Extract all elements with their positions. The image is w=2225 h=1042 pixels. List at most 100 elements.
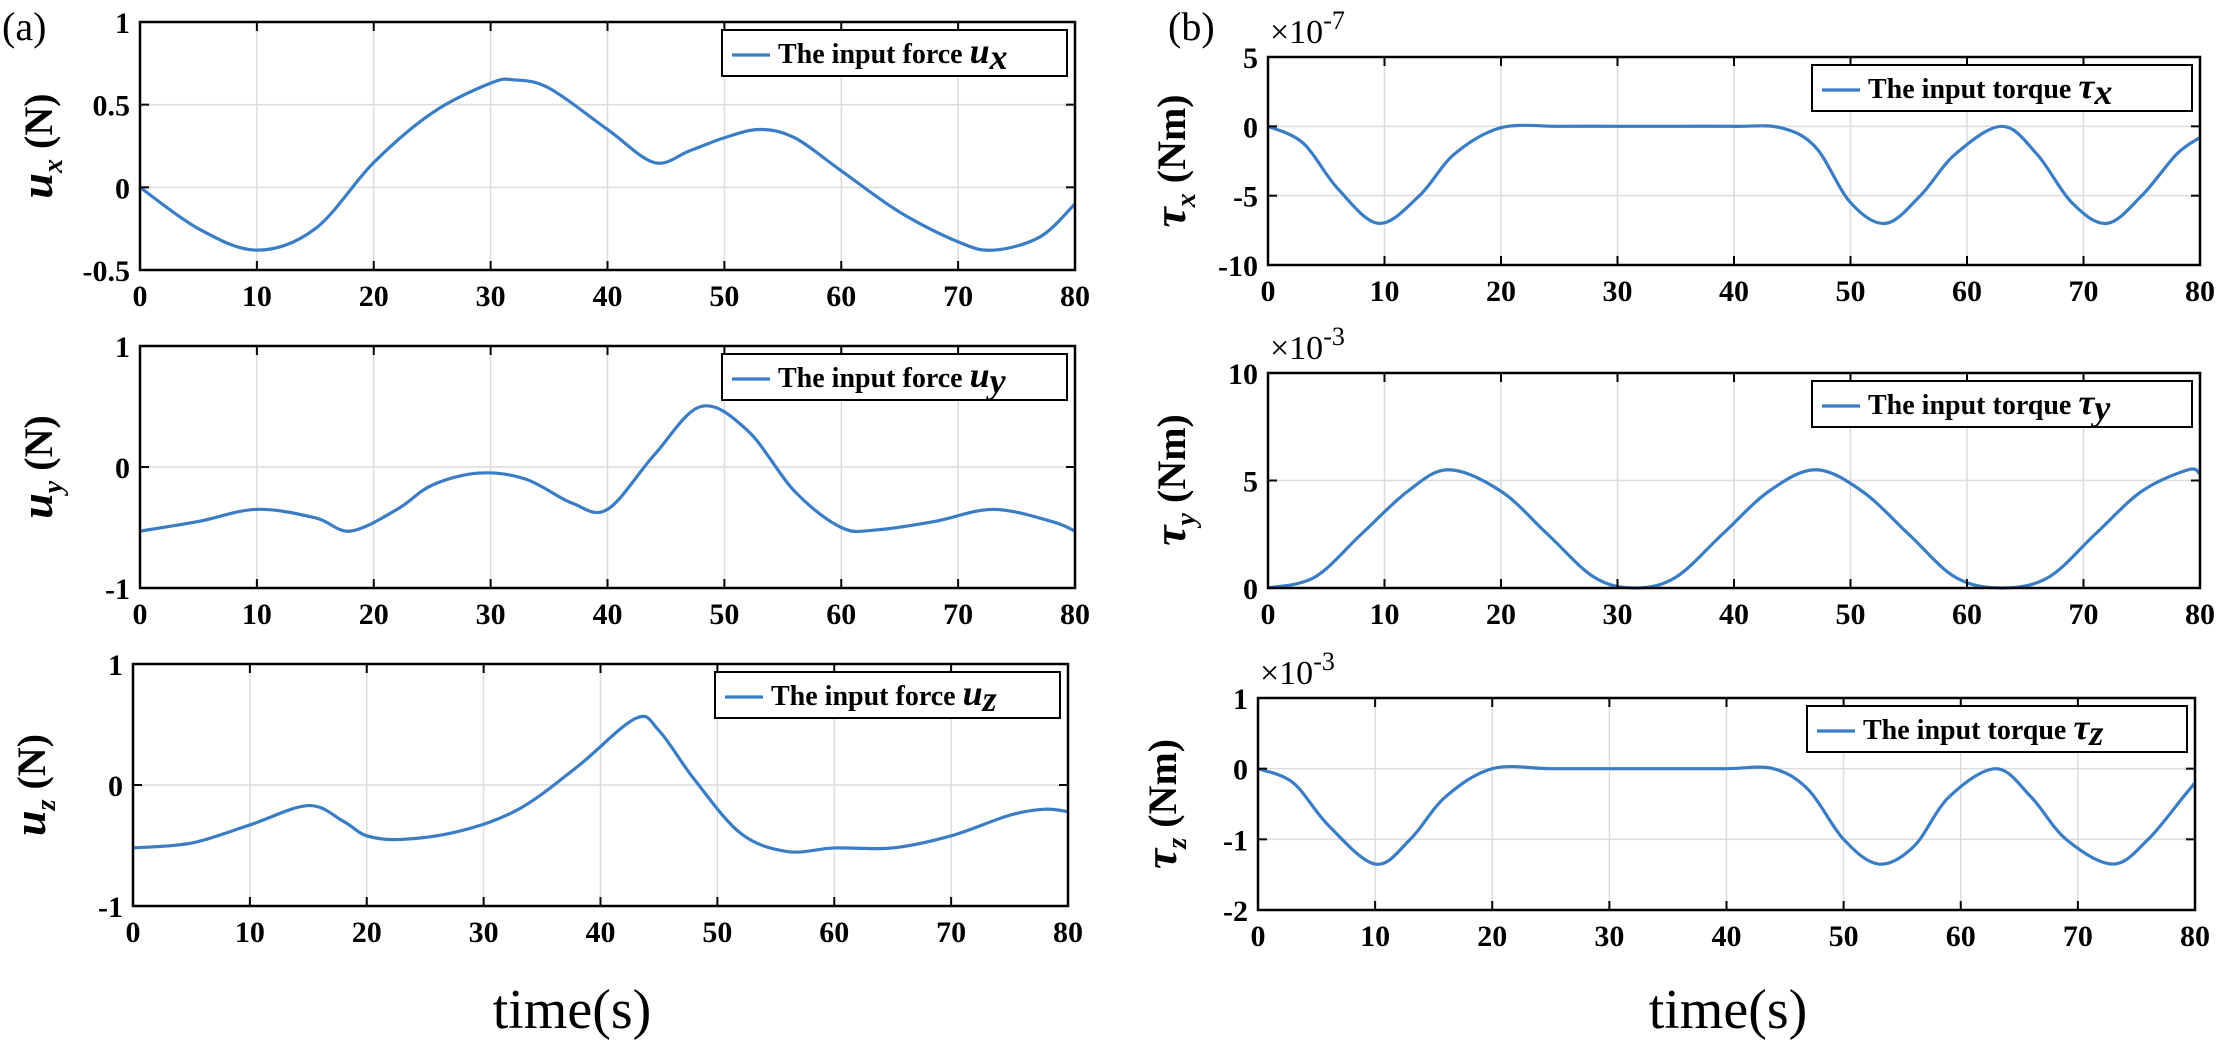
x-tick-label: 50 [709, 280, 739, 313]
x-tick-label: 20 [1477, 920, 1507, 953]
y-axis-label: uy (N) [11, 415, 69, 519]
x-tick-label: 20 [1486, 275, 1516, 308]
legend-symbol: τ [2078, 382, 2095, 422]
y-tick-label: 0.5 [93, 90, 131, 123]
x-tick-label: 30 [1603, 598, 1633, 631]
y-tick-label: 0 [1243, 111, 1258, 144]
y-tick-label: 5 [1243, 466, 1258, 499]
x-tick-label: 60 [1952, 598, 1982, 631]
x-tick-label: 30 [1594, 920, 1624, 953]
y-axis-symbol: u [4, 810, 55, 836]
x-tick-label: 40 [1719, 598, 1749, 631]
series-line-tx [1267, 123, 2201, 226]
y-axis-unit: (Nm) [1149, 94, 1194, 193]
y-axis-label: τx (Nm) [1144, 94, 1202, 227]
y-axis-label: τy (Nm) [1144, 414, 1202, 546]
x-tick-label: 30 [1603, 275, 1633, 308]
xlabel-b: time(s) [1649, 979, 1808, 1041]
legend-label: The input torque τy [1868, 382, 2111, 428]
legend: The input torque τy [1811, 380, 2193, 428]
x-tick-label: 30 [469, 916, 499, 949]
y-axis-subscript: y [38, 480, 69, 496]
exponent-power: -3 [1323, 322, 1345, 351]
x-tick-label: 20 [352, 916, 382, 949]
y-axis-subscript: x [1171, 193, 1202, 208]
y-axis-subscript: z [1162, 838, 1193, 850]
legend-symbol: u [963, 673, 983, 713]
legend-label: The input torque τx [1868, 66, 2112, 112]
x-tick-label: 70 [936, 916, 966, 949]
legend: The input force uz [714, 671, 1061, 719]
x-tick-label: 50 [1829, 920, 1859, 953]
x-tick-label: 50 [709, 598, 739, 631]
x-tick-label: 70 [2069, 598, 2099, 631]
legend-symbol: u [970, 355, 990, 395]
exponent-power: -7 [1323, 6, 1345, 35]
exponent-label: ×10-3 [1260, 647, 1335, 692]
y-axis-symbol: u [11, 173, 62, 199]
y-axis-subscript: y [1171, 512, 1202, 528]
y-tick-label: 0 [115, 452, 130, 485]
x-tick-label: 10 [235, 916, 265, 949]
y-axis-label: uz (N) [4, 734, 62, 836]
legend: The input force ux [721, 29, 1068, 77]
plot-tz: 0 10 20 30 40 50 60 70 80-2-101×10-3τz (Nm)The i… [1135, 647, 2210, 953]
x-tick-label: 40 [1719, 275, 1749, 308]
x-tick-label: 20 [1486, 598, 1516, 631]
series-line-uy [139, 404, 1076, 534]
x-tick-label: 50 [702, 916, 732, 949]
y-tick-label: -2 [1223, 895, 1248, 928]
y-axis-unit: (Nm) [1140, 739, 1185, 838]
x-tick-label: 70 [943, 280, 973, 313]
legend-box [1806, 705, 2188, 753]
legend-label: The input force ux [778, 31, 1008, 77]
y-tick-label: 1 [115, 7, 130, 40]
y-axis-symbol: τ [1144, 206, 1195, 228]
x-tick-label: 80 [2185, 598, 2215, 631]
series-line-ty [1267, 467, 2201, 590]
y-axis-symbol: u [11, 493, 62, 519]
legend: The input torque τx [1811, 64, 2193, 112]
legend-symbol: τ [2078, 66, 2095, 106]
y-tick-label: 0 [108, 770, 123, 803]
legend-subscript: z [981, 679, 997, 719]
x-tick-label: 40 [1712, 920, 1742, 953]
x-tick-label: 10 [1370, 598, 1400, 631]
y-tick-label: -5 [1233, 181, 1258, 214]
x-tick-label: 60 [1952, 275, 1982, 308]
series-line-tz [1257, 765, 2197, 866]
series-line-ux [139, 77, 1077, 252]
y-tick-label: -1 [105, 573, 130, 606]
x-tick-label: 70 [2063, 920, 2093, 953]
y-axis-unit: (N) [9, 734, 54, 800]
exponent-label: ×10-7 [1270, 6, 1345, 51]
x-tick-label: 40 [586, 916, 616, 949]
panel-label-a: (a) [2, 4, 46, 49]
y-tick-label: -10 [1218, 250, 1258, 283]
xlabel-a: time(s) [493, 979, 652, 1041]
x-tick-label: 50 [1836, 275, 1866, 308]
series-line-uz [132, 714, 1069, 854]
legend-subscript: y [2090, 388, 2111, 428]
legend-box [714, 671, 1061, 719]
x-tick-label: 60 [1946, 920, 1976, 953]
x-tick-label: 80 [1053, 916, 1083, 949]
x-tick-label: 40 [593, 598, 623, 631]
x-tick-label: 60 [819, 916, 849, 949]
y-axis-label: τz (Nm) [1135, 739, 1193, 869]
y-axis-subscript: z [31, 799, 62, 811]
legend-box [1811, 380, 2193, 428]
legend-label: The input force uz [771, 673, 997, 719]
x-tick-label: 70 [943, 598, 973, 631]
legend: The input force uy [721, 353, 1068, 401]
x-tick-label: 70 [2069, 275, 2099, 308]
x-tick-label: 40 [593, 280, 623, 313]
x-tick-label: 30 [476, 280, 506, 313]
y-axis-symbol: τ [1144, 524, 1195, 546]
y-tick-label: -1 [98, 891, 123, 924]
y-tick-label: 1 [108, 649, 123, 682]
